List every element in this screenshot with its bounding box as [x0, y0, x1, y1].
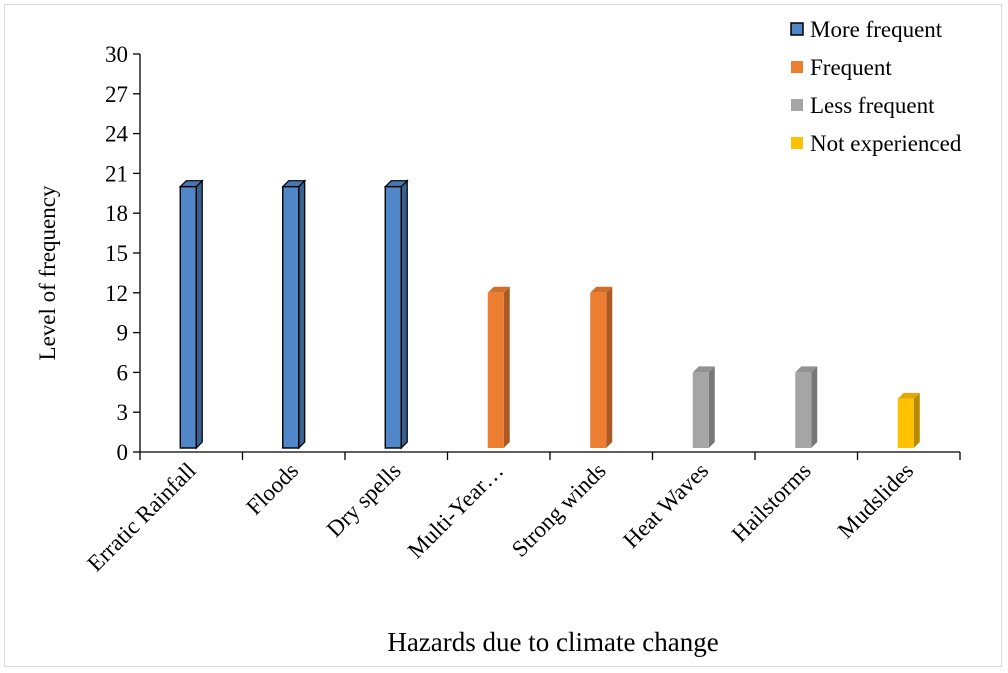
legend-label: Less frequent	[810, 93, 935, 118]
y-axis: 0 3 6 9 12 15 18 21 24 27 30	[105, 42, 141, 465]
bar	[692, 366, 715, 448]
bar-top	[897, 392, 920, 399]
bar	[795, 366, 818, 448]
legend-swatch	[791, 61, 803, 73]
x-tick-label: Heat Waves	[618, 458, 713, 553]
bar-side	[298, 179, 306, 450]
x-tick-label: Multi-Year…	[403, 458, 508, 563]
legend-swatch	[791, 137, 803, 149]
bar-front	[590, 292, 607, 448]
x-tick-label: Mudslides	[833, 458, 918, 543]
y-tick-label: 30	[105, 42, 128, 67]
bar-side	[811, 366, 818, 448]
y-axis-label: Level of frequency	[35, 185, 60, 360]
y-tick-label: 12	[105, 281, 128, 306]
bar-side	[606, 286, 613, 448]
y-tick-label: 6	[117, 360, 129, 385]
bar	[383, 179, 409, 450]
x-tick-label: Erratic Rainfall	[82, 458, 200, 576]
bar-side	[400, 179, 408, 450]
legend: More frequent Frequent Less frequent Not ex…	[790, 17, 962, 156]
legend-swatch	[790, 22, 804, 36]
legend-swatch	[791, 99, 803, 111]
bar	[487, 286, 510, 448]
y-tick-label: 3	[117, 400, 129, 425]
y-tick-label: 27	[105, 82, 128, 107]
y-tick-label: 9	[117, 321, 129, 346]
legend-label: Frequent	[810, 55, 892, 80]
bar-top	[487, 286, 510, 293]
bar-side	[708, 366, 715, 448]
bar-chart: 0 3 6 9 12 15 18 21 24 27 30 Erratic Rainfall Flood…	[35, 17, 962, 657]
bar-top	[692, 366, 715, 373]
chart-frame: 0 3 6 9 12 15 18 21 24 27 30 Erratic Rainfall Flood…	[4, 4, 1002, 667]
x-axis-label: Hazards due to climate change	[387, 627, 718, 657]
x-tick-label: Strong winds	[507, 458, 611, 562]
x-tick-label: Hailstorms	[727, 458, 816, 547]
bar-top	[590, 286, 613, 293]
y-tick-label: 0	[117, 440, 129, 465]
y-tick-label: 24	[105, 122, 129, 147]
y-tick-label: 18	[105, 201, 128, 226]
bar-front	[384, 185, 402, 449]
bar-side	[195, 179, 203, 450]
bar-front	[692, 372, 709, 448]
bar	[178, 179, 204, 450]
legend-label: More frequent	[810, 17, 943, 42]
bar-top	[795, 366, 818, 373]
y-tick-label: 21	[105, 161, 128, 186]
bar-front	[282, 185, 300, 449]
bar-front	[795, 372, 812, 448]
bars	[178, 179, 920, 450]
bar	[590, 286, 613, 448]
x-axis: Erratic Rainfall Floods Dry spellsMulti-Ye…	[82, 451, 961, 576]
bar-side	[503, 286, 510, 448]
bar-front	[179, 185, 197, 449]
bar-front	[897, 398, 914, 448]
legend-label: Not experienced	[810, 131, 962, 156]
bar-side	[913, 392, 920, 448]
bar-front	[487, 292, 504, 448]
x-tick-label: Dry spells	[322, 458, 406, 542]
bar	[281, 179, 307, 450]
y-tick-label: 15	[105, 241, 128, 266]
x-tick-label: Floods	[241, 458, 303, 520]
bar	[897, 392, 920, 448]
